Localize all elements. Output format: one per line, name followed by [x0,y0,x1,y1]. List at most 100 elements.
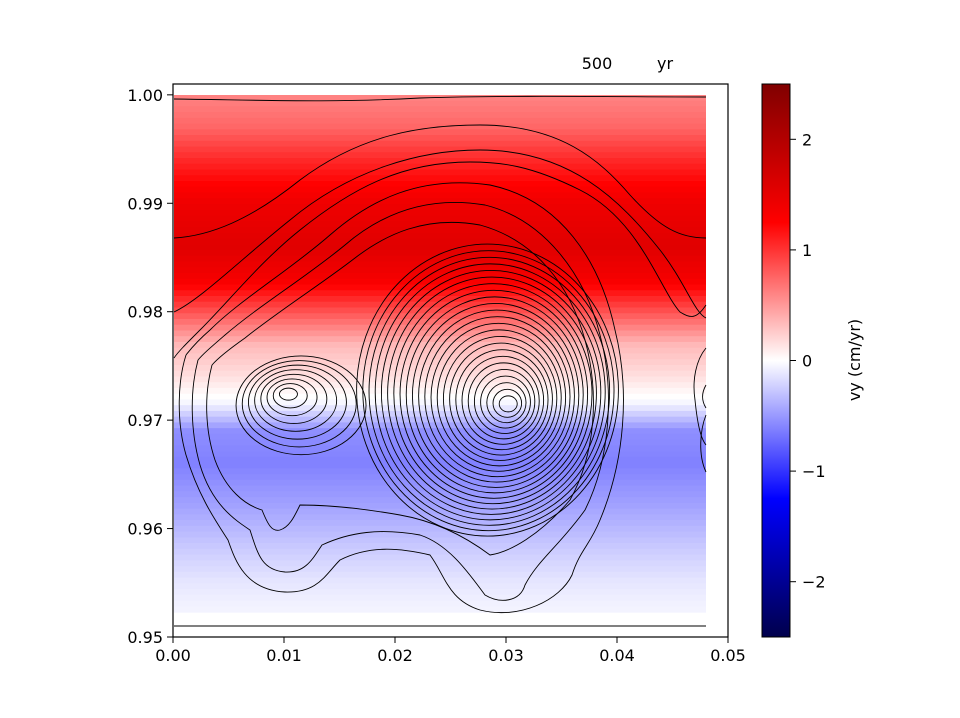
contour-ring [442,336,558,461]
field-band [174,491,706,498]
field-band [174,135,706,142]
contour-envelope-2 [191,201,609,601]
field-band [174,278,706,286]
field-band [174,318,706,326]
contour-envelope [178,182,624,614]
field-band [174,152,706,159]
contour-ring [266,378,318,417]
contour-ring [480,375,531,429]
x-tick-label: 0.02 [377,646,413,665]
field-band [174,376,706,383]
field-band [174,571,706,579]
field-band [174,364,706,372]
contour-ring [247,364,347,440]
contour-ring [278,387,298,401]
y-tick-label: 0.99 [127,194,163,213]
field-band [174,353,706,360]
field-band [174,548,706,556]
field-band [174,445,706,452]
field-band [174,129,706,136]
contour-ring [418,309,575,483]
field-band [174,468,706,475]
x-tick-label: 0.03 [488,646,524,665]
field-band [174,290,706,297]
field-band [174,261,706,268]
contour-ring [430,322,567,472]
field-band [174,169,706,176]
field-band [174,577,706,584]
field-band [174,393,706,401]
contour-ring [380,270,602,515]
field-band [174,232,706,240]
field-band [174,347,706,355]
y-tick-label: 0.97 [127,411,163,430]
contour-ring [254,369,338,432]
field-band [174,267,706,274]
field-band [174,554,706,561]
field-band [174,456,706,464]
x-tick-label: 0.01 [266,646,302,665]
contour-ring [467,362,540,440]
field-band [174,525,706,533]
field-band [174,485,706,492]
field-band [174,238,706,245]
field-band [174,209,706,217]
colorbar-label: vy (cm/yr) [845,319,864,401]
field-band [174,336,706,343]
field-band [174,112,706,119]
contour-ring [492,388,523,418]
x-tick-label: 0.00 [155,646,191,665]
field-band [174,221,706,228]
field-band [174,106,706,113]
field-band [174,204,706,211]
contour-ring [356,243,619,537]
contour-ring [374,263,606,521]
field-band [174,324,706,332]
contour-ring [455,349,549,451]
contour-ring [235,355,367,456]
field-band [174,474,706,481]
contour-ring [368,256,611,526]
contour-envelope-3 [206,221,594,556]
field-band [174,272,706,280]
field-band [174,140,706,148]
contour-outer-4 [173,161,707,359]
contour-ring [362,250,615,532]
field-band [174,514,706,521]
field-band [174,462,706,469]
field-band [174,508,706,515]
field-band [174,181,706,188]
field-band [174,606,706,613]
contour-ring [272,383,308,409]
field-band [174,307,706,314]
field-band [174,594,706,602]
field-band [174,215,706,222]
field-band [174,497,706,504]
x-axis: 0.00 0.01 0.02 0.03 0.04 0.05 [155,637,746,665]
field-band [174,244,706,251]
field-band [174,284,706,291]
main-vortex-contours [356,243,619,537]
field-band [174,399,706,406]
contour-outer-2 [173,124,707,239]
contour-ring [486,382,527,424]
colorbar-bar [761,83,791,638]
contour-ring [399,289,589,499]
field-band [174,186,706,194]
field-band [174,341,706,349]
contour-ring [260,373,328,424]
field-band [174,295,706,303]
field-band [174,227,706,234]
field-band [174,330,706,337]
field-band [174,543,706,550]
contour-right-lobe-3 [700,414,707,473]
streamline-contours [173,95,707,627]
field-band [174,600,706,607]
y-tick-label: 1.00 [127,86,163,105]
contour-right-lobe [693,347,707,446]
colorbar: −2 −1 0 1 2 vy (cm/yr) [761,83,864,638]
contour-ring [411,303,580,488]
field-band [174,117,706,125]
field-band [174,95,706,102]
